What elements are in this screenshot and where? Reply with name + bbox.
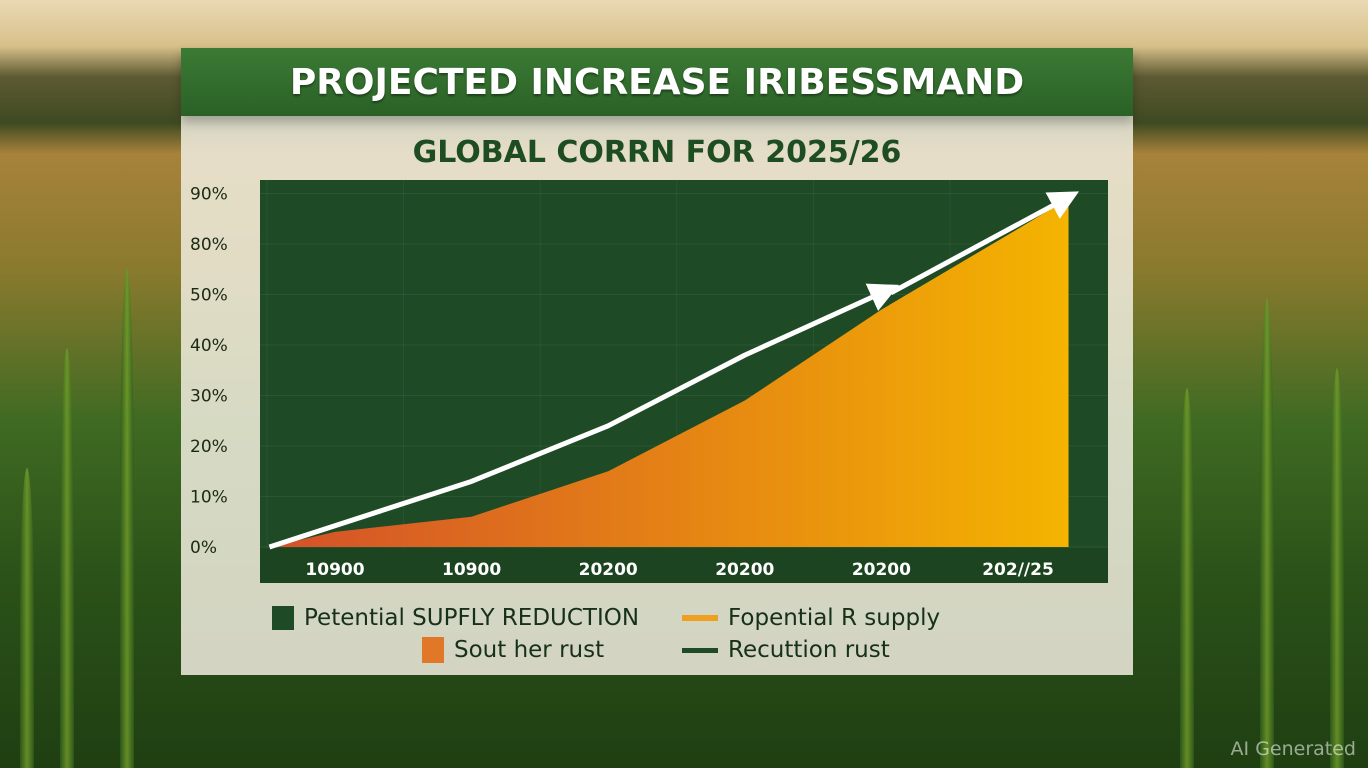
legend-item: Recuttion rust: [682, 637, 890, 663]
legend-label: Sout her rust: [454, 637, 605, 663]
legend-item: Fopential R supply: [682, 605, 940, 631]
trend-arrow-line: [889, 191, 1080, 296]
y-tick-label: 10%: [190, 488, 228, 508]
chart-title: PROJECTED INCREASE IRIBESSMAND: [181, 48, 1133, 116]
y-tick-label: 40%: [190, 336, 228, 356]
legend-swatch-line: [682, 615, 718, 621]
supply-reduction-area: [269, 198, 1069, 548]
y-tick-label: 50%: [190, 286, 228, 306]
legend-item: Petential SUPFLY REDUCTION: [272, 605, 639, 631]
x-tick-label: 10900: [442, 560, 501, 580]
legend-item: Sout her rust: [422, 637, 604, 663]
x-tick-label: 20200: [715, 560, 774, 580]
legend-label: Recuttion rust: [728, 637, 890, 663]
watermark: AI Generated: [1230, 738, 1356, 760]
y-tick-label: 0%: [190, 538, 217, 558]
x-axis-band: [260, 548, 1108, 583]
legend-label: Petential SUPFLY REDUCTION: [304, 605, 640, 631]
x-tick-label: 20200: [852, 560, 911, 580]
y-tick-label: 30%: [190, 387, 228, 407]
y-tick-label: 20%: [190, 437, 228, 457]
legend-swatch-line: [682, 647, 718, 653]
x-tick-label: 10900: [305, 560, 364, 580]
legend-swatch-square: [422, 637, 444, 663]
legend-swatch-square: [272, 606, 294, 630]
trend-arrow-line: [268, 283, 900, 550]
y-tick-label: 90%: [190, 185, 228, 205]
x-tick-label: 202//25: [982, 560, 1054, 580]
chart-subtitle: GLOBAL CORRN FOR 2025/26: [412, 135, 902, 170]
y-tick-label: 80%: [190, 235, 228, 255]
legend-label: Fopential R supply: [728, 605, 941, 631]
x-tick-label: 20200: [579, 560, 638, 580]
